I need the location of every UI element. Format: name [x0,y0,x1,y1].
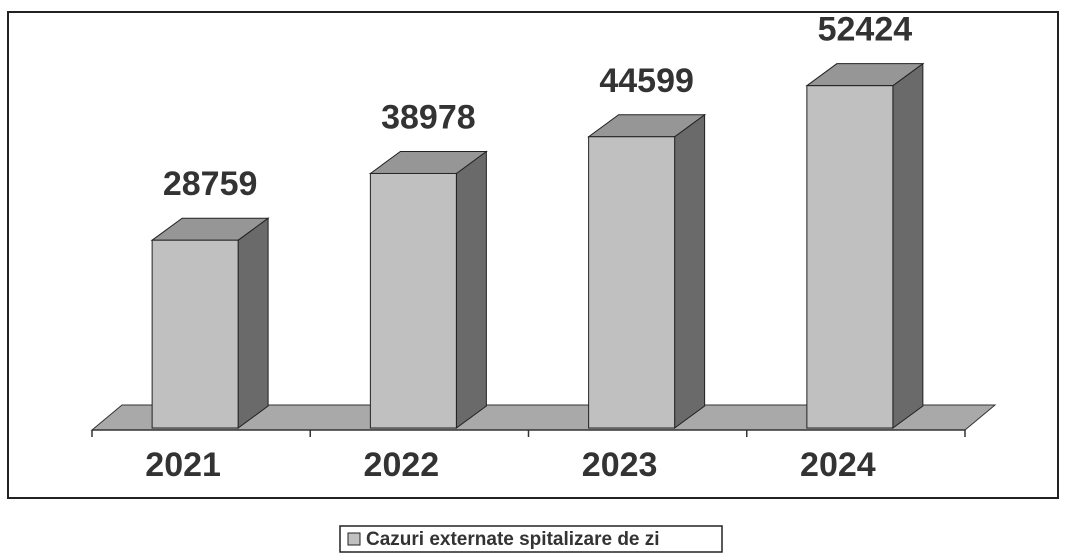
bar-side [892,62,924,429]
legend-label: Cazuri externate spitalizare de zi [366,529,660,550]
bar-side [455,150,487,429]
x-tick-label: 2022 [364,446,440,484]
x-tick-label: 2024 [800,446,876,484]
bar [369,172,457,429]
bar [588,136,676,429]
legend [339,525,723,553]
x-tick-label: 2023 [582,446,658,484]
data-label: 38978 [381,98,476,136]
x-tick-label: 2021 [145,446,221,484]
bar-side [237,217,269,429]
bar [151,239,239,429]
legend-swatch [347,532,361,546]
data-label: 52424 [818,11,913,49]
data-label: 28759 [163,165,258,203]
bar [806,85,894,429]
bar-side [674,113,706,429]
data-label: 44599 [599,62,694,100]
